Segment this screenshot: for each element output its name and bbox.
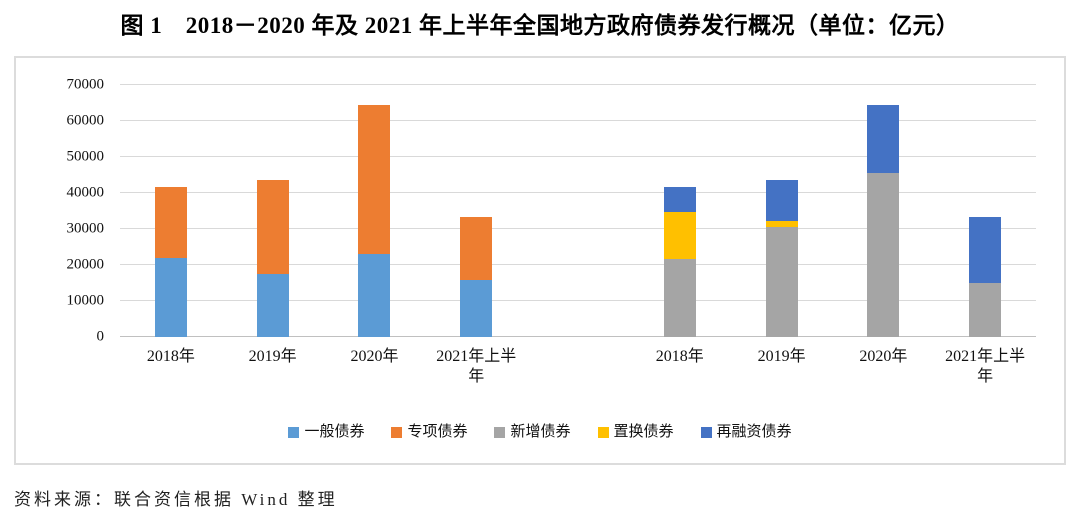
bar-segment-一般债券 — [460, 279, 493, 337]
bar-segment-新增债券 — [765, 226, 798, 337]
bar-segment-专项债券 — [154, 186, 187, 258]
stacked-bar — [358, 85, 391, 337]
bar-segment-一般债券 — [154, 257, 187, 337]
bar-slot — [731, 85, 833, 337]
gridline — [120, 84, 1036, 85]
gridline — [120, 192, 1036, 193]
bar-segment-专项债券 — [460, 216, 493, 280]
x-category-label: 2019年 — [731, 347, 833, 387]
bar-slot — [934, 85, 1036, 337]
x-category-text: 2018年 — [655, 348, 704, 365]
y-tick-label: 0 — [96, 328, 105, 345]
x-category-text: 2021年上半年 — [436, 348, 517, 385]
chart-container: 0 10000 20000 30000 40000 50000 60000 70000 201… — [14, 56, 1066, 465]
bar-segment-再融资债券 — [765, 180, 798, 222]
bar-segment-一般债券 — [256, 274, 289, 337]
x-category-text: 2018年 — [146, 348, 195, 365]
gridline — [120, 300, 1036, 301]
bar-slot — [120, 85, 222, 337]
gridline — [120, 264, 1036, 265]
figure-title: 图 1 2018－2020 年及 2021 年上半年全国地方政府债券发行概况（单… — [120, 13, 960, 38]
legend-label: 新增债券 — [510, 424, 571, 440]
x-category-label: 2021年上半年 — [934, 347, 1036, 387]
x-category-text: 2019年 — [248, 348, 297, 365]
bar-segment-新增债券 — [663, 258, 696, 337]
stacked-bar — [867, 85, 900, 337]
legend-swatch-icon — [700, 426, 712, 438]
y-tick-label: 60000 — [66, 112, 105, 129]
bar-slot — [222, 85, 324, 337]
stacked-bar — [154, 85, 187, 337]
stacked-bar — [969, 85, 1002, 337]
x-axis-labels: 2018年 2019年 2020年 2021年上半年 2018年 2019年 2020年 20… — [120, 347, 1036, 387]
bar-slot — [629, 85, 731, 337]
bars-row — [120, 85, 1036, 337]
legend: 一般债券 专项债券 新增债券 置换债券 再融资债券 — [16, 424, 1064, 440]
legend-item-专项债券: 专项债券 — [391, 424, 467, 440]
bar-segment-专项债券 — [358, 105, 391, 255]
x-category-spacer — [527, 347, 629, 387]
x-category-text: 2021年上半年 — [945, 348, 1026, 385]
x-category-label: 2020年 — [324, 347, 426, 387]
y-axis: 0 10000 20000 30000 40000 50000 60000 70000 — [16, 77, 112, 344]
legend-swatch-icon — [494, 426, 506, 438]
x-category-label: 2018年 — [120, 347, 222, 387]
bar-segment-新增债券 — [969, 283, 1002, 337]
y-tick-label: 20000 — [66, 256, 105, 273]
bar-segment-一般债券 — [358, 254, 391, 337]
y-tick-label: 30000 — [66, 220, 105, 237]
legend-label: 再融资债券 — [716, 424, 792, 440]
x-category-text: 2019年 — [757, 348, 806, 365]
gridline — [120, 156, 1036, 157]
legend-label: 置换债券 — [613, 424, 674, 440]
stacked-bar — [256, 85, 289, 337]
legend-item-一般债券: 一般债券 — [288, 424, 364, 440]
legend-item-新增债券: 新增债券 — [494, 424, 571, 440]
x-category-label: 2021年上半年 — [425, 347, 527, 387]
stacked-bar — [663, 85, 696, 337]
bar-segment-再融资债券 — [663, 186, 696, 212]
y-tick-label: 70000 — [66, 76, 105, 93]
stacked-bar — [460, 85, 493, 337]
y-tick-label: 40000 — [66, 184, 105, 201]
x-category-text: 2020年 — [859, 348, 908, 365]
bar-segment-再融资债券 — [867, 105, 900, 174]
x-category-label: 2019年 — [222, 347, 324, 387]
x-category-label: 2020年 — [832, 347, 934, 387]
bar-segment-再融资债券 — [969, 216, 1002, 284]
legend-item-置换债券: 置换债券 — [597, 424, 674, 440]
gridline — [120, 336, 1036, 337]
bar-slot — [425, 85, 527, 337]
x-category-label: 2018年 — [629, 347, 731, 387]
bar-slot-spacer — [527, 85, 629, 337]
y-tick-label: 50000 — [66, 148, 105, 165]
legend-item-再融资债券: 再融资债券 — [700, 424, 792, 440]
x-category-text: 2020年 — [350, 348, 399, 365]
bar-slot — [324, 85, 426, 337]
source-note: 资料来源：联合资信根据 Wind 整理 — [14, 490, 338, 509]
bar-segment-新增债券 — [867, 173, 900, 337]
legend-swatch-icon — [288, 426, 300, 438]
legend-swatch-icon — [391, 426, 403, 438]
bar-slot — [832, 85, 934, 337]
bar-segment-置换债券 — [663, 211, 696, 259]
stacked-bar — [765, 85, 798, 337]
y-tick-label: 10000 — [66, 292, 105, 309]
gridline — [120, 228, 1036, 229]
plot-area — [120, 84, 1036, 337]
legend-label: 专项债券 — [407, 424, 468, 440]
legend-swatch-icon — [597, 426, 609, 438]
legend-label: 一般债券 — [304, 424, 365, 440]
bar-segment-置换债券 — [765, 221, 798, 227]
bar-segment-专项债券 — [256, 180, 289, 274]
gridline — [120, 120, 1036, 121]
